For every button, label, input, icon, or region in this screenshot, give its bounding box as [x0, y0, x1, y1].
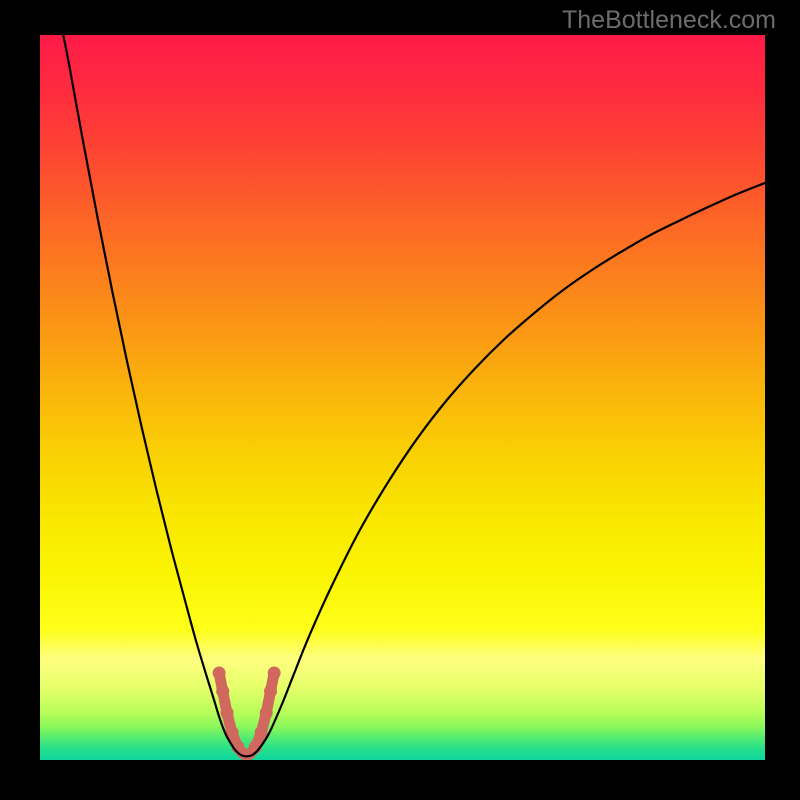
- plot-area: [40, 28, 765, 762]
- overlay-dot: [216, 685, 229, 698]
- gradient-background: [40, 35, 765, 760]
- overlay-dot: [255, 726, 268, 739]
- overlay-dot: [264, 685, 277, 698]
- bottleneck-chart-svg: [0, 0, 800, 800]
- watermark-text: TheBottleneck.com: [562, 6, 776, 35]
- overlay-dot: [268, 667, 281, 680]
- chart-stage: TheBottleneck.com: [0, 0, 800, 800]
- overlay-dot: [221, 706, 234, 719]
- overlay-dot: [260, 706, 273, 719]
- overlay-dot: [213, 667, 226, 680]
